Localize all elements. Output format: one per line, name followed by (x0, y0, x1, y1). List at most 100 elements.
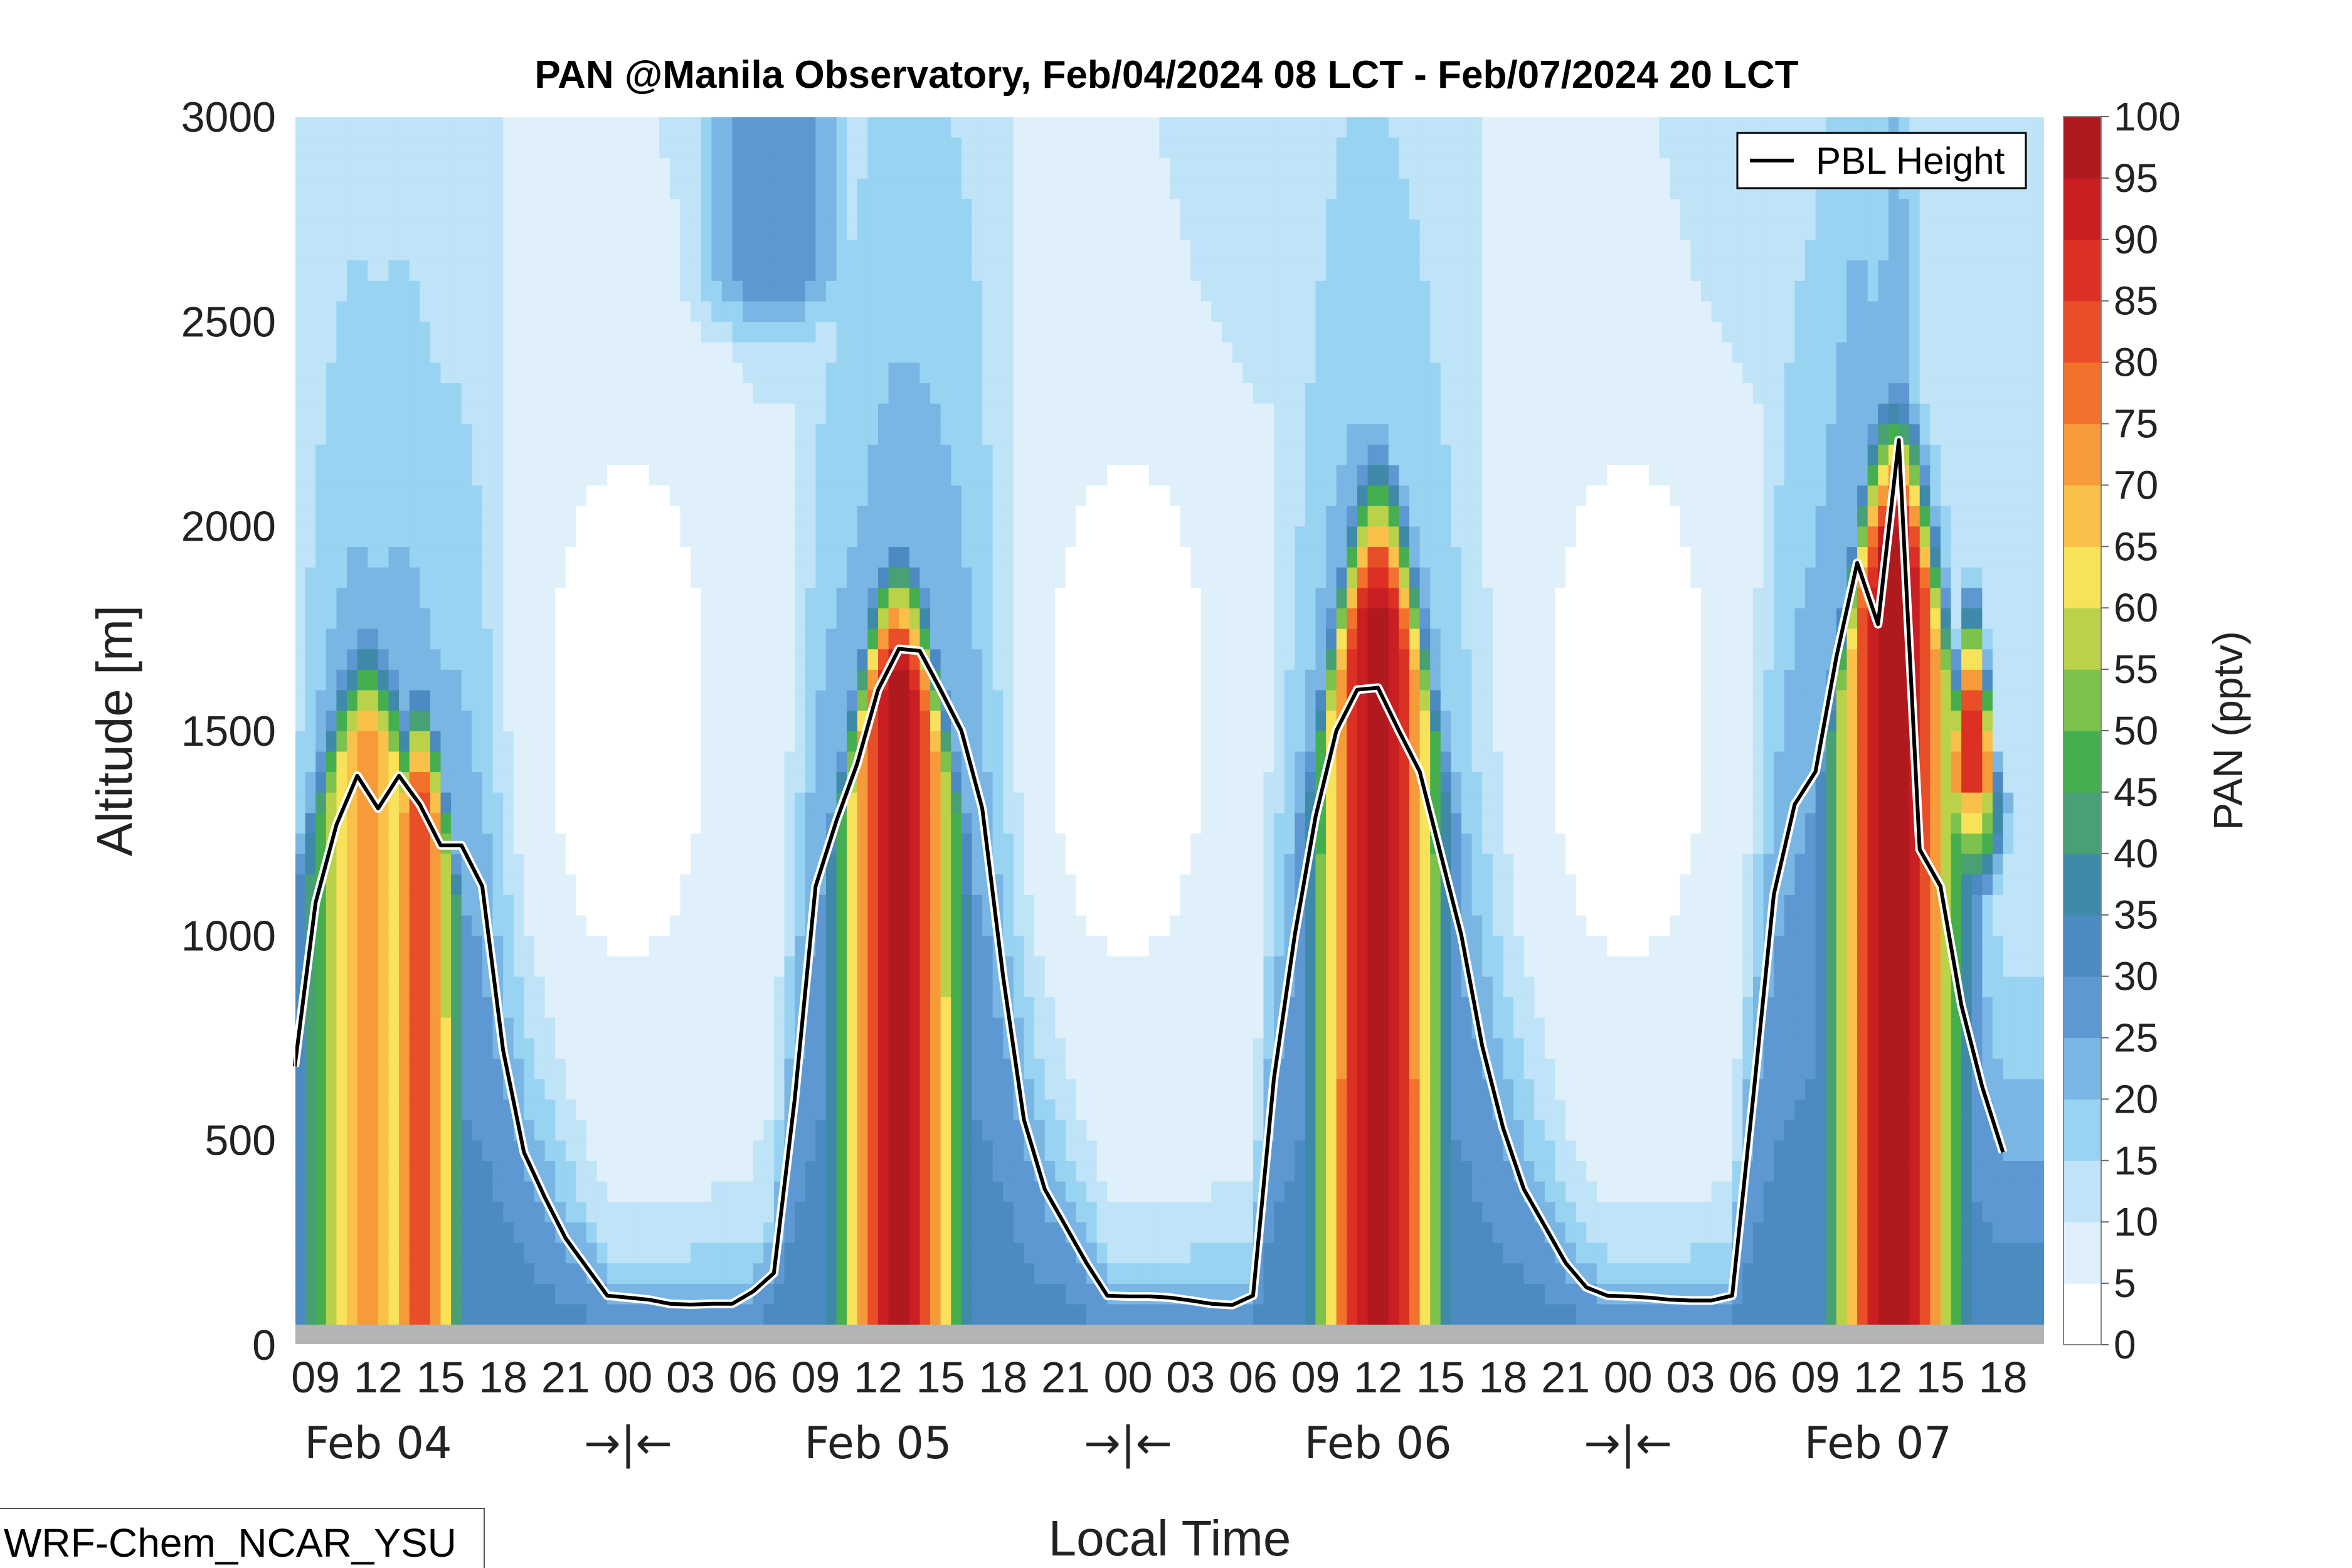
heatmap-cell (534, 239, 546, 261)
heatmap-cell (336, 464, 347, 486)
heatmap-cell (919, 1283, 931, 1305)
heatmap-cell (1148, 1263, 1160, 1284)
heatmap-cell (919, 894, 931, 916)
heatmap-cell (1044, 341, 1056, 363)
heatmap-cell (951, 1160, 962, 1182)
heatmap-cell (524, 117, 535, 138)
heatmap-cell (638, 485, 650, 506)
heatmap-cell (378, 1140, 389, 1162)
heatmap-cell (472, 464, 483, 486)
heatmap-cell (659, 976, 670, 998)
heatmap-cell (524, 280, 535, 302)
heatmap-cell (888, 1058, 900, 1079)
heatmap-cell (721, 1017, 733, 1039)
heatmap-cell (680, 506, 691, 527)
heatmap-cell (399, 874, 410, 895)
heatmap-cell (430, 1017, 442, 1039)
heatmap-cell (805, 506, 817, 527)
heatmap-cell (1107, 1140, 1118, 1162)
heatmap-cell (440, 812, 452, 834)
heatmap-cell (1148, 771, 1160, 793)
heatmap-cell (1065, 157, 1077, 179)
heatmap-cell (357, 1160, 369, 1182)
heatmap-cell (357, 239, 369, 261)
heatmap-cell (565, 1201, 577, 1222)
heatmap-cell (295, 1263, 306, 1284)
heatmap-cell (336, 300, 347, 322)
heatmap-cell (721, 649, 733, 670)
heatmap-cell (691, 1201, 702, 1222)
heatmap-cell (524, 1180, 535, 1202)
heatmap-cell (555, 239, 566, 261)
heatmap-cell (1034, 321, 1046, 342)
heatmap-cell (1107, 1037, 1118, 1059)
heatmap-cell (534, 833, 546, 854)
heatmap-cell (1128, 792, 1139, 813)
heatmap-cell (878, 955, 889, 977)
heatmap-cell (784, 117, 795, 138)
heatmap-cell (773, 300, 785, 322)
heatmap-cell (992, 649, 1004, 670)
heatmap-cell (315, 403, 327, 425)
heatmap-cell (357, 506, 369, 527)
heatmap-cell (825, 955, 837, 977)
heatmap-cell (596, 812, 608, 834)
heatmap-cell (899, 587, 910, 608)
heatmap-cell (305, 117, 317, 138)
heatmap-cell (638, 1242, 650, 1264)
heatmap-cell (711, 1099, 723, 1120)
heatmap-cell (347, 628, 358, 650)
heatmap-cell (982, 157, 993, 179)
heatmap-cell (940, 280, 952, 302)
heatmap-cell (1096, 485, 1108, 506)
heatmap-cell (972, 1201, 983, 1222)
heatmap-cell (836, 1037, 847, 1059)
heatmap-cell (732, 1160, 743, 1182)
heatmap-cell (315, 198, 327, 220)
heatmap-cell (1013, 341, 1025, 363)
heatmap-cell (1148, 464, 1160, 486)
heatmap-cell (805, 485, 817, 506)
heatmap-cell (888, 321, 900, 342)
heatmap-cell (472, 321, 483, 342)
heatmap-cell (1128, 669, 1139, 691)
heatmap-cell (784, 771, 795, 793)
heatmap-cell (857, 383, 869, 404)
heatmap-cell (1065, 997, 1077, 1018)
heatmap-cell (503, 997, 514, 1018)
heatmap-cell (680, 710, 691, 731)
heatmap-cell (649, 1222, 660, 1243)
heatmap-cell (1138, 935, 1150, 956)
heatmap-cell (399, 853, 410, 875)
heatmap-cell (315, 976, 327, 998)
heatmap-cell (565, 669, 577, 691)
heatmap-cell (1086, 976, 1098, 998)
heatmap-cell (909, 628, 921, 650)
heatmap-cell (992, 383, 1004, 404)
heatmap-cell (1159, 1099, 1170, 1120)
heatmap-cell (576, 464, 587, 486)
heatmap-cell (461, 157, 473, 179)
heatmap-cell (701, 1303, 712, 1325)
heatmap-cell (295, 894, 306, 916)
heatmap-cell (773, 874, 785, 895)
heatmap-cell (513, 649, 525, 670)
heatmap-cell (1044, 423, 1056, 445)
heatmap-cell (1128, 362, 1139, 384)
heatmap-cell (347, 731, 358, 752)
heatmap-cell (888, 1140, 900, 1162)
heatmap-cell (878, 321, 889, 342)
heatmap-cell (420, 1120, 431, 1141)
heatmap-cell (972, 587, 983, 608)
heatmap-cell (524, 423, 535, 445)
heatmap-cell (763, 771, 775, 793)
heatmap-cell (815, 117, 827, 138)
heatmap-cell (305, 1263, 317, 1284)
heatmap-cell (295, 1303, 306, 1325)
heatmap-cell (669, 1160, 681, 1182)
heatmap-cell (409, 914, 421, 936)
heatmap-cell (1003, 751, 1014, 773)
heatmap-cell (336, 914, 347, 936)
heatmap-cell (711, 628, 723, 650)
heatmap-cell (607, 546, 618, 568)
